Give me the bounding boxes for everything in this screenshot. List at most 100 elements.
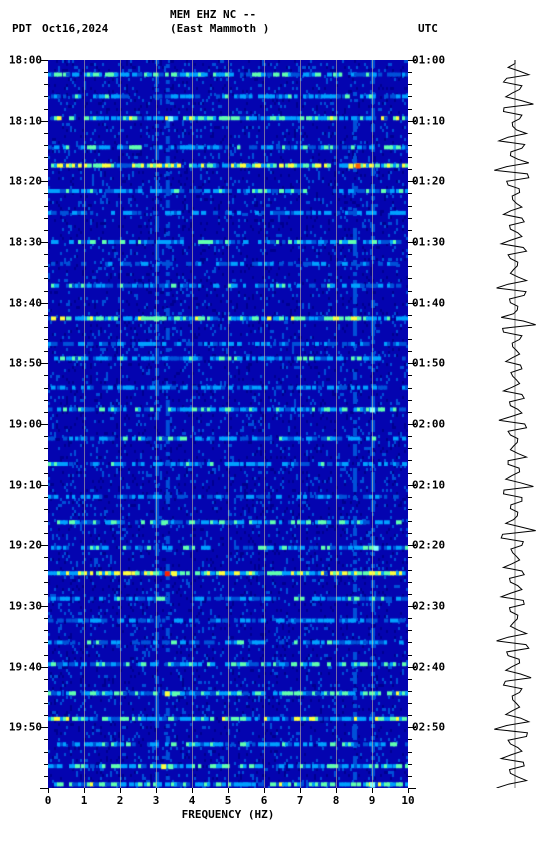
tick-left <box>44 521 48 522</box>
tick-left <box>40 606 48 607</box>
tick-left <box>40 485 48 486</box>
tick-right <box>408 254 412 255</box>
x-tick <box>84 788 85 793</box>
y-label-right: 02:50 <box>412 721 445 734</box>
tick-left <box>44 72 48 73</box>
tick-left <box>44 327 48 328</box>
y-label-left: 18:30 <box>9 236 42 249</box>
tick-left <box>44 570 48 571</box>
tick-left <box>44 412 48 413</box>
tick-left <box>40 727 48 728</box>
tick-right <box>408 667 416 668</box>
tick-left <box>44 339 48 340</box>
x-label: 5 <box>225 794 232 807</box>
tick-left <box>44 557 48 558</box>
tick-right <box>408 400 412 401</box>
x-tick <box>372 788 373 793</box>
tick-left <box>40 788 48 789</box>
tick-left <box>40 181 48 182</box>
gridline-v <box>336 60 337 788</box>
y-label-left: 18:10 <box>9 114 42 127</box>
tick-right <box>408 363 416 364</box>
tick-left <box>44 266 48 267</box>
tick-right <box>408 497 412 498</box>
tick-left <box>44 497 48 498</box>
tick-right <box>408 291 412 292</box>
x-label: 2 <box>117 794 124 807</box>
tick-right <box>408 60 416 61</box>
y-label-left: 19:40 <box>9 660 42 673</box>
gridline-v <box>120 60 121 788</box>
gridline-v <box>300 60 301 788</box>
tick-left <box>44 448 48 449</box>
waveform-trace <box>490 60 540 788</box>
x-label: 4 <box>189 794 196 807</box>
x-label: 0 <box>45 794 52 807</box>
tick-left <box>44 776 48 777</box>
tick-right <box>408 388 412 389</box>
tick-right <box>408 278 412 279</box>
tick-right <box>408 193 412 194</box>
tick-left <box>44 145 48 146</box>
gridline-v <box>372 60 373 788</box>
tick-right <box>408 679 412 680</box>
x-tick <box>156 788 157 793</box>
tick-right <box>408 691 412 692</box>
tick-left <box>44 96 48 97</box>
x-label: 1 <box>81 794 88 807</box>
tick-left <box>40 303 48 304</box>
tick-left <box>40 667 48 668</box>
tick-right <box>408 715 412 716</box>
tick-left <box>44 400 48 401</box>
tick-right <box>408 169 412 170</box>
tick-left <box>40 242 48 243</box>
tick-left <box>44 642 48 643</box>
tick-right <box>408 582 412 583</box>
y-label-left: 19:50 <box>9 721 42 734</box>
tick-right <box>408 473 412 474</box>
spectrogram-plot <box>48 60 408 788</box>
tick-right <box>408 448 412 449</box>
x-label: 8 <box>333 794 340 807</box>
tick-right <box>408 181 416 182</box>
tick-left <box>40 60 48 61</box>
tick-right <box>408 776 412 777</box>
tick-left <box>44 436 48 437</box>
tick-right <box>408 485 416 486</box>
tick-right <box>408 303 416 304</box>
y-label-left: 18:40 <box>9 296 42 309</box>
tick-right <box>408 752 412 753</box>
tick-left <box>44 109 48 110</box>
tick-right <box>408 788 416 789</box>
tick-left <box>44 655 48 656</box>
tick-left <box>44 703 48 704</box>
x-tick <box>48 788 49 793</box>
tick-right <box>408 96 412 97</box>
tick-left <box>44 278 48 279</box>
tick-right <box>408 594 412 595</box>
x-label: 3 <box>153 794 160 807</box>
tick-right <box>408 351 412 352</box>
tick-left <box>44 291 48 292</box>
tick-left <box>44 533 48 534</box>
tick-left <box>44 254 48 255</box>
tick-left <box>44 315 48 316</box>
y-label-left: 19:10 <box>9 478 42 491</box>
tick-left <box>44 157 48 158</box>
y-label-right: 01:30 <box>412 236 445 249</box>
tick-right <box>408 412 412 413</box>
tick-left <box>44 206 48 207</box>
y-label-left: 19:30 <box>9 600 42 613</box>
tick-left <box>40 424 48 425</box>
tick-left <box>44 351 48 352</box>
tick-right <box>408 739 412 740</box>
tick-left <box>44 618 48 619</box>
x-label: 7 <box>297 794 304 807</box>
tick-left <box>44 218 48 219</box>
x-axis: 012345678910 FREQUENCY (HZ) <box>48 788 408 828</box>
tick-left <box>44 230 48 231</box>
tick-right <box>408 521 412 522</box>
tick-right <box>408 424 416 425</box>
gridline-v <box>264 60 265 788</box>
y-label-right: 02:20 <box>412 539 445 552</box>
